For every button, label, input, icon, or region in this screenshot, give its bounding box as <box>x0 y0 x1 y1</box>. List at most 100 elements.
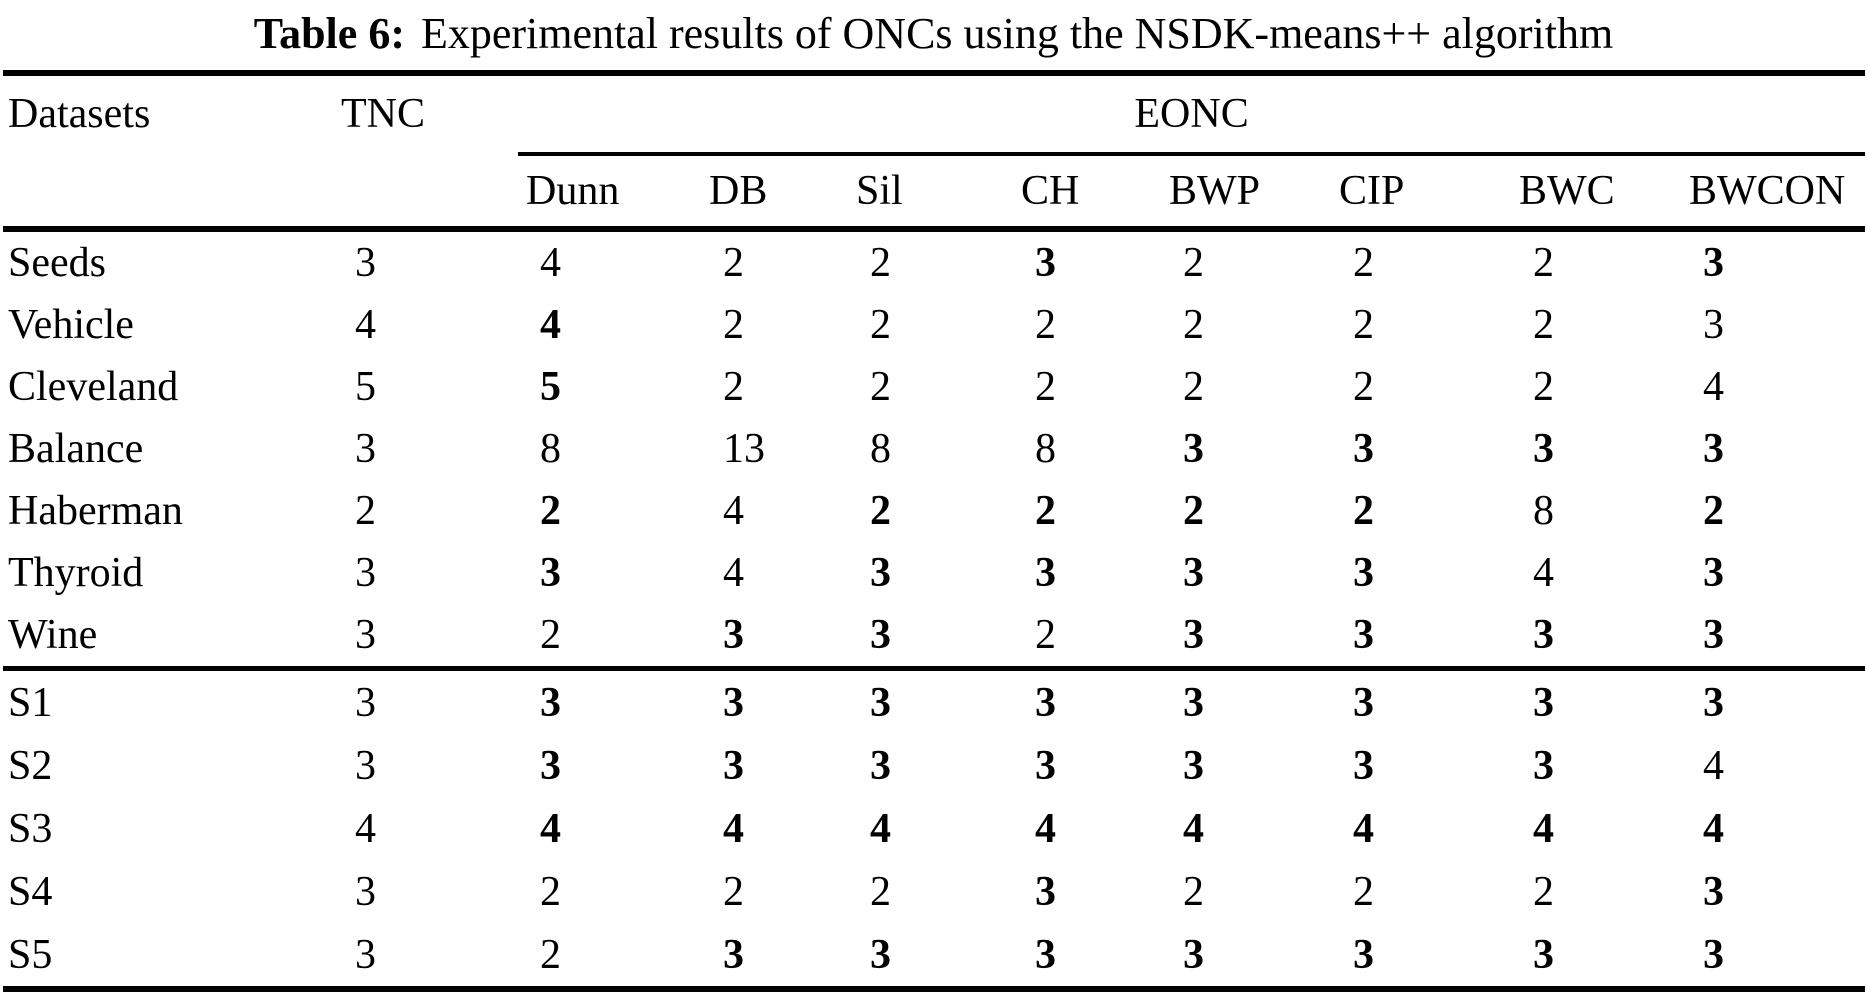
eonc-value-cell-db: 2 <box>723 302 744 348</box>
eonc-value-cell-dunn: 3 <box>540 742 561 789</box>
eonc-value-cell-sil: 3 <box>870 742 891 789</box>
eonc-value-cell-cip: 2 <box>1353 240 1374 286</box>
dataset-name-cell: S5 <box>8 931 53 978</box>
eonc-value-cell-ch: 2 <box>1013 604 1161 671</box>
dataset-name-cell: Cleveland <box>8 364 179 410</box>
eonc-value-cell-sil: 2 <box>870 302 891 348</box>
dataset-name-cell: S3 <box>8 805 53 852</box>
eonc-value-cell-dunn: 2 <box>540 931 561 978</box>
eonc-value-cell-sil: 8 <box>870 426 891 472</box>
dataset-name-cell: Wine <box>3 604 333 671</box>
eonc-value-cell-bwcon: 4 <box>1703 805 1724 852</box>
dataset-name-cell: Haberman <box>8 488 183 534</box>
eonc-value-cell-dunn: 4 <box>540 240 561 286</box>
eonc-value-cell-sil: 2 <box>870 240 891 286</box>
tnc-value-cell: 3 <box>355 679 376 726</box>
eonc-value-cell-bwcon: 3 <box>1703 550 1724 596</box>
eonc-value-cell-bwc: 2 <box>1533 302 1554 348</box>
eonc-value-cell-bwp: 3 <box>1161 604 1331 671</box>
table-row-s3: S3 4 4 4 4 4 4 4 4 4 <box>3 797 1865 860</box>
eonc-value-cell-ch: 4 <box>1035 805 1056 852</box>
eonc-value-cell-sil: 2 <box>870 488 891 534</box>
eonc-value-cell-bwc: 3 <box>1533 679 1554 726</box>
eonc-value-cell-db: 3 <box>701 604 848 671</box>
eonc-value-cell-ch: 8 <box>1035 426 1056 472</box>
tnc-value-cell: 4 <box>355 302 376 348</box>
header-eonc-db: DB <box>701 154 848 232</box>
eonc-value-cell-db: 4 <box>723 805 744 852</box>
eonc-value-cell-bwcon: 3 <box>1681 604 1866 671</box>
eonc-value-cell-dunn: 2 <box>540 488 561 534</box>
table-row-haberman: Haberman 2 2 4 2 2 2 2 8 2 <box>3 480 1865 542</box>
table-row-s2: S2 3 3 3 3 3 3 3 3 4 <box>3 734 1865 797</box>
eonc-value-cell-ch: 2 <box>1035 364 1056 410</box>
table-row-wine: Wine 3 2 3 3 2 3 3 3 3 <box>3 604 1866 671</box>
table-row-s1: S1 3 3 3 3 3 3 3 3 3 <box>3 669 1865 735</box>
eonc-value-cell-cip: 2 <box>1353 868 1374 915</box>
dataset-name-cell: Seeds <box>8 240 106 286</box>
dataset-name-cell: S2 <box>8 742 53 789</box>
header-eonc-group: EONC <box>518 73 1866 156</box>
eonc-value-cell-bwp: 2 <box>1183 240 1204 286</box>
eonc-value-cell-sil: 3 <box>870 931 891 978</box>
tnc-value-cell: 3 <box>355 550 376 596</box>
eonc-value-cell-cip: 3 <box>1353 426 1374 472</box>
eonc-value-cell-bwcon: 3 <box>1703 302 1724 348</box>
eonc-value-cell-bwc: 2 <box>1533 240 1554 286</box>
tnc-value-cell: 3 <box>355 742 376 789</box>
dataset-name-cell: S1 <box>8 679 53 726</box>
header-tnc: TNC <box>333 73 518 232</box>
eonc-value-cell-ch: 3 <box>1035 550 1056 596</box>
eonc-value-cell-db: 3 <box>723 931 744 978</box>
header-datasets: Datasets <box>3 73 333 232</box>
eonc-value-cell-sil: 3 <box>848 604 1013 671</box>
eonc-value-cell-ch: 3 <box>1035 679 1056 726</box>
eonc-value-cell-bwcon: 4 <box>1703 742 1724 789</box>
header-eonc-bwc: BWC <box>1511 154 1681 232</box>
eonc-value-cell-cip: 3 <box>1353 679 1374 726</box>
eonc-value-cell-bwc: 2 <box>1533 868 1554 915</box>
eonc-value-cell-ch: 3 <box>1035 931 1056 978</box>
table-row-s5: S5 3 2 3 3 3 3 3 3 3 <box>3 923 1865 989</box>
eonc-value-cell-cip: 2 <box>1353 302 1374 348</box>
eonc-value-cell-db: 2 <box>723 868 744 915</box>
eonc-value-cell-dunn: 3 <box>540 679 561 726</box>
eonc-value-cell-cip: 3 <box>1353 931 1374 978</box>
eonc-subheader-row: Dunn DB Sil CH BWP CIP BWC BWCON <box>3 154 1866 232</box>
eonc-value-cell-bwcon: 2 <box>1703 488 1724 534</box>
tnc-value-cell: 2 <box>355 488 376 534</box>
eonc-value-cell-bwp: 2 <box>1183 488 1204 534</box>
eonc-value-cell-bwp: 2 <box>1183 868 1204 915</box>
eonc-value-cell-sil: 3 <box>870 679 891 726</box>
eonc-value-cell-bwcon: 3 <box>1703 426 1724 472</box>
eonc-value-cell-dunn: 8 <box>540 426 561 472</box>
eonc-value-cell-bwc: 3 <box>1533 742 1554 789</box>
tnc-value-cell: 4 <box>355 805 376 852</box>
header-eonc-bwcon: BWCON <box>1681 154 1866 232</box>
header-eonc-cip: CIP <box>1331 154 1511 232</box>
eonc-value-cell-db: 3 <box>723 742 744 789</box>
eonc-value-cell-bwp: 3 <box>1183 550 1204 596</box>
table-body: Seeds 3 4 2 2 3 2 2 2 3 Vehicle 4 4 2 2 2 2 2 2 3 Cleveland 5… <box>3 229 1866 989</box>
eonc-value-cell-cip: 2 <box>1353 488 1374 534</box>
tnc-value-cell: 3 <box>355 931 376 978</box>
eonc-value-cell-cip: 3 <box>1353 550 1374 596</box>
eonc-value-cell-sil: 2 <box>870 868 891 915</box>
eonc-value-cell-bwc: 2 <box>1533 364 1554 410</box>
header-eonc-sil: Sil <box>848 154 1013 232</box>
eonc-value-cell-bwp: 2 <box>1183 302 1204 348</box>
eonc-value-cell-bwcon: 4 <box>1703 364 1724 410</box>
table-caption: Table 6: Experimental results of ONCs usi… <box>0 0 1867 70</box>
table-caption-number: Table 6: <box>253 9 405 58</box>
table-row-balance: Balance 3 8 13 8 8 3 3 3 3 <box>3 418 1865 480</box>
eonc-value-cell-bwc: 4 <box>1533 805 1554 852</box>
eonc-value-cell-ch: 3 <box>1035 868 1056 915</box>
eonc-value-cell-cip: 3 <box>1331 604 1511 671</box>
eonc-value-cell-db: 4 <box>723 488 744 534</box>
header-eonc-dunn: Dunn <box>518 154 701 232</box>
eonc-value-cell-db: 2 <box>723 364 744 410</box>
tnc-value-cell: 3 <box>333 604 518 671</box>
eonc-value-cell-cip: 2 <box>1353 364 1374 410</box>
eonc-value-cell-bwcon: 3 <box>1703 240 1724 286</box>
eonc-value-cell-bwc: 3 <box>1533 931 1554 978</box>
